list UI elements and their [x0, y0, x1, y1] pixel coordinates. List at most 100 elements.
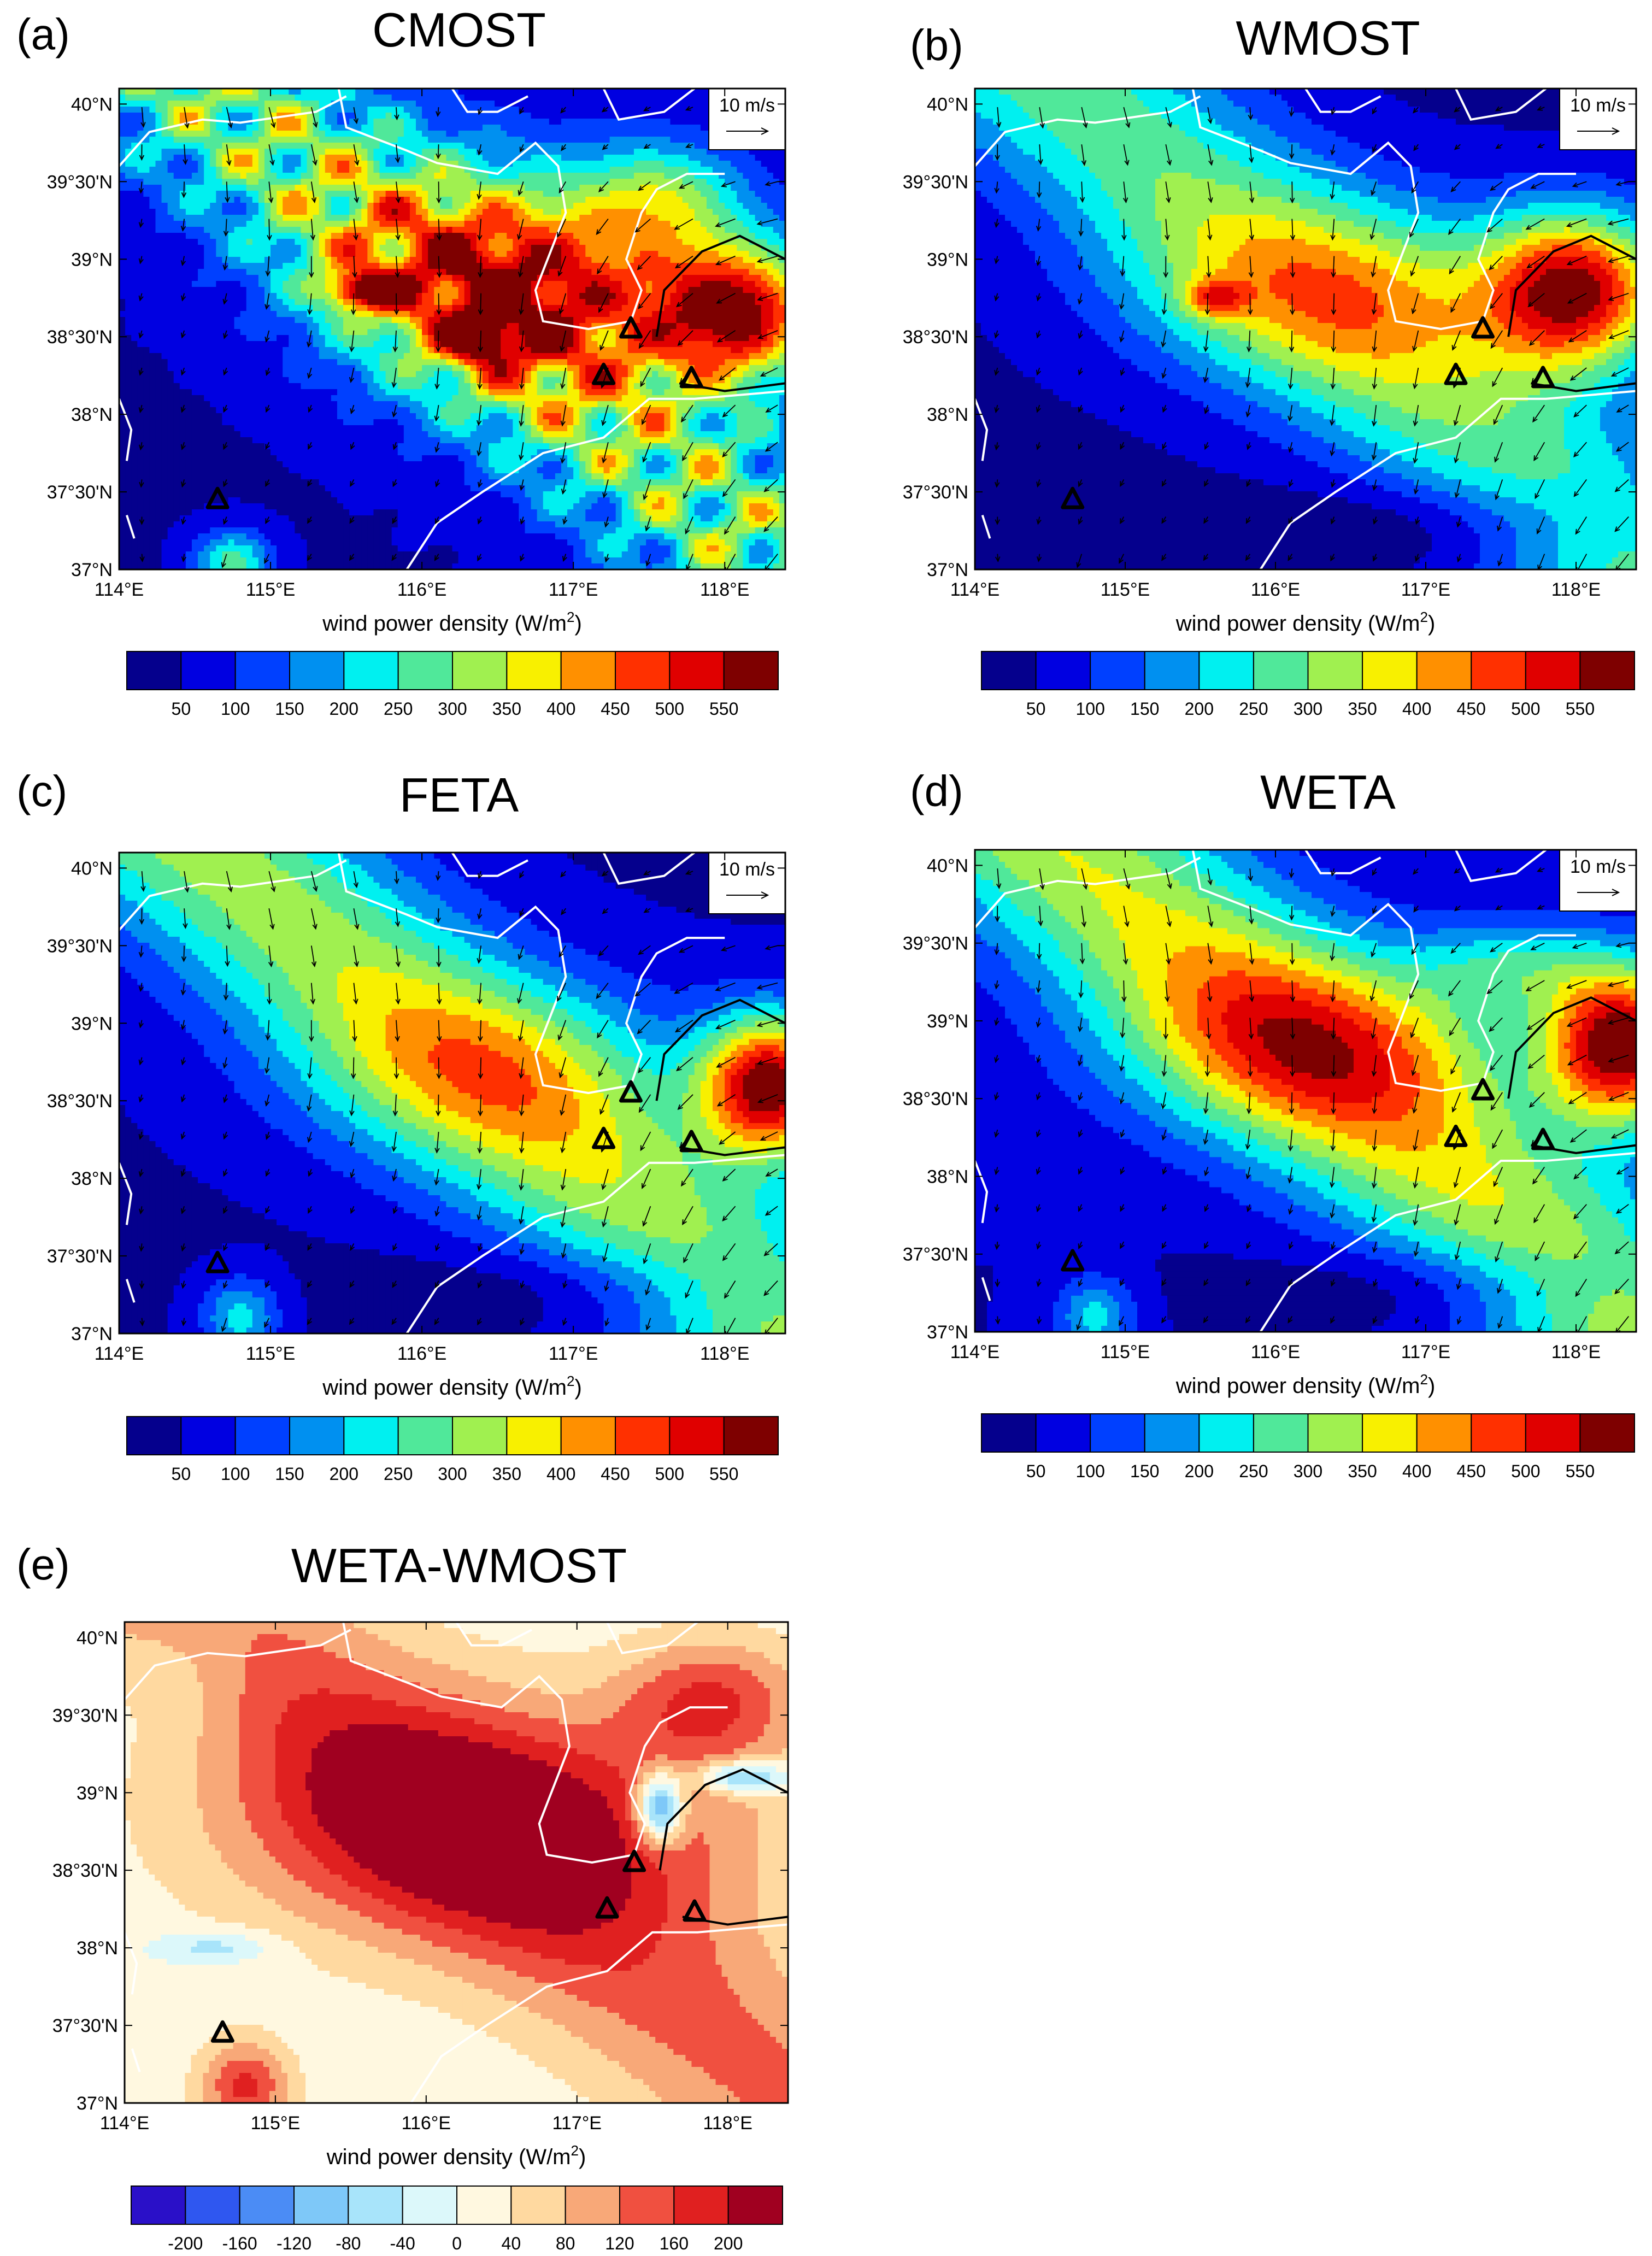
y-tick-label: 39°N: [77, 1783, 118, 1803]
colorbar-label: 40: [502, 2234, 521, 2253]
station-marker: [1061, 1249, 1085, 1272]
colorbar-swatch: [560, 651, 616, 690]
panel-title: WETA-WMOST: [291, 1538, 627, 1593]
colorbar-label: 100: [221, 1464, 250, 1484]
y-tick-label: 37°N: [71, 1324, 113, 1344]
colorbar-swatch: [239, 2186, 295, 2225]
colorbar-swatch: [1525, 651, 1581, 690]
x-axis-label-close: ): [579, 2145, 586, 2169]
station-marker: [1531, 1127, 1555, 1150]
x-tick-label: 117°E: [549, 579, 598, 600]
y-tick-label: 37°30'N: [47, 1246, 113, 1267]
colorbar-swatch: [1525, 1413, 1581, 1453]
station-marker: [619, 316, 643, 339]
colorbar-label: 500: [1511, 699, 1540, 719]
map-frame: [118, 851, 786, 1335]
colorbar-swatch: [397, 651, 454, 690]
colorbar-label: 160: [660, 2234, 689, 2253]
colorbar-label: 50: [1026, 1461, 1046, 1481]
reference-vector-label: 10 m/s: [719, 859, 775, 880]
station-marker: [592, 362, 616, 385]
colorbar-swatch: [1579, 651, 1636, 690]
wind-vectors: [138, 870, 778, 1333]
colorbar-swatch: [1362, 651, 1418, 690]
x-axis-label-text: wind power density (W/m: [326, 2145, 571, 2169]
colorbar-swatch: [981, 651, 1037, 690]
x-axis-label-close: ): [1428, 1374, 1435, 1398]
colorbar-label: 150: [275, 1464, 304, 1484]
colorbar-label: 450: [1457, 1461, 1486, 1481]
x-axis-label: wind power density (W/m2): [322, 1373, 582, 1400]
y-tick-label: 39°N: [927, 249, 968, 270]
colorbar-swatch: [669, 1416, 725, 1455]
map-frame: [118, 87, 786, 571]
y-tick-label: 38°30'N: [903, 327, 968, 348]
colorbar-label: 250: [1239, 1461, 1268, 1481]
colorbar-label: 500: [655, 699, 684, 719]
colorbar-label: 350: [1348, 1461, 1377, 1481]
colorbar-label: 550: [1566, 1461, 1595, 1481]
x-tick-label: 117°E: [549, 1343, 598, 1364]
station-marker: [592, 1126, 616, 1149]
colorbar-swatch: [510, 2186, 566, 2225]
colorbar-label: 450: [1457, 699, 1486, 719]
colorbar-label: 200: [1185, 699, 1214, 719]
x-tick-label: 115°E: [1101, 579, 1150, 600]
station-marker: [1444, 362, 1468, 385]
colorbar-swatch: [185, 2186, 240, 2225]
y-tick-label: 37°N: [927, 1322, 968, 1343]
colorbar-swatch: [1144, 1413, 1200, 1453]
colorbar-label: 100: [1075, 1461, 1104, 1481]
y-tick-label: 40°N: [71, 94, 113, 115]
colorbar-label: 100: [221, 699, 250, 719]
station-marker: [205, 486, 230, 509]
colorbar-label: 250: [384, 1464, 413, 1484]
colorbar-label: 300: [1294, 699, 1322, 719]
station-marker: [205, 1250, 230, 1273]
colorbar-swatch: [1307, 651, 1363, 690]
y-tick-label: 40°N: [927, 94, 968, 115]
x-axis-label-text: wind power density (W/m: [322, 1376, 567, 1400]
x-tick-label: 118°E: [700, 1343, 749, 1364]
colorbar-swatch: [669, 651, 725, 690]
colorbar-label: 200: [330, 699, 358, 719]
colorbar-swatch: [131, 2186, 186, 2225]
colorbar-swatch: [126, 651, 182, 690]
colorbar-swatch: [234, 1416, 290, 1455]
colorbar-swatch: [723, 651, 779, 690]
colorbar-label: 550: [709, 699, 738, 719]
y-tick-label: 38°30'N: [52, 1860, 118, 1881]
panel-1: (a) CMOST 10 m/s 37°N 37°30'N 38°N 38°30'N 39°N…: [16, 3, 786, 719]
y-tick-label: 40°N: [927, 855, 968, 876]
x-axis-label-sup: 2: [567, 1373, 574, 1389]
station-marker: [1444, 1124, 1468, 1147]
colorbar-swatch: [343, 651, 399, 690]
colorbar-swatch: [1579, 1413, 1636, 1453]
colorbar-swatch: [180, 651, 236, 690]
y-tick-label: 39°N: [71, 1013, 113, 1034]
coastline: [655, 234, 785, 337]
province-boundaries: [119, 853, 785, 1333]
y-tick-label: 38°N: [927, 404, 968, 425]
y-tick-label: 37°30'N: [903, 1244, 968, 1265]
x-axis-label-text: wind power density (W/m: [322, 612, 567, 636]
panel-letter: (a): [16, 10, 70, 58]
panel-letter: (e): [16, 1540, 70, 1589]
reference-vector-label: 10 m/s: [719, 95, 775, 116]
y-tick-label: 39°30'N: [47, 172, 113, 192]
x-axis-label-text: wind power density (W/m: [1175, 612, 1420, 636]
colorbar-label: 400: [546, 699, 575, 719]
colorbar-swatch: [619, 2186, 675, 2225]
x-axis-label-sup: 2: [1420, 1371, 1428, 1388]
colorbar-label: 120: [605, 2234, 634, 2253]
colorbar-swatch: [397, 1416, 454, 1455]
colorbar-label: 50: [1026, 699, 1046, 719]
x-tick-label: 114°E: [95, 579, 144, 600]
x-tick-label: 114°E: [950, 579, 1000, 600]
y-tick-label: 37°30'N: [47, 482, 113, 503]
x-axis-label-close: ): [574, 612, 581, 636]
colorbar-label: 500: [1511, 1461, 1540, 1481]
y-tick-label: 37°N: [71, 560, 113, 580]
colorbar-swatch: [1416, 651, 1472, 690]
